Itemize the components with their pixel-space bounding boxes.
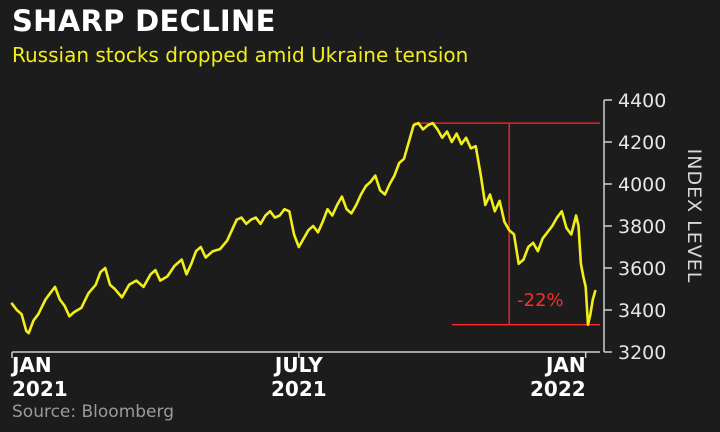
y-tick-label: 3400: [618, 300, 666, 322]
decline-percent-label: -22%: [517, 290, 564, 311]
x-tick-label: 2021: [12, 377, 68, 401]
y-tick-label: 4400: [618, 90, 666, 112]
y-axis-title: INDEX LEVEL: [683, 149, 705, 284]
chart-subtitle: Russian stocks dropped amid Ukraine tens…: [12, 43, 469, 67]
y-tick-label: 3800: [618, 216, 666, 238]
x-tick-label: JAN: [10, 353, 52, 377]
index-series-line: [10, 121, 597, 335]
x-tick-label: JAN: [544, 353, 586, 377]
source-note: Source: Bloomberg: [12, 402, 174, 422]
x-tick-label: 2022: [530, 377, 586, 401]
y-tick-label: 4200: [618, 132, 666, 154]
x-tick-label: 2021: [271, 377, 327, 401]
y-tick-label: 3200: [618, 342, 666, 364]
chart-title: SHARP DECLINE: [12, 4, 276, 38]
y-tick-label: 3600: [618, 258, 666, 280]
y-tick-label: 4000: [618, 174, 666, 196]
x-tick-label: JULY: [273, 353, 323, 377]
